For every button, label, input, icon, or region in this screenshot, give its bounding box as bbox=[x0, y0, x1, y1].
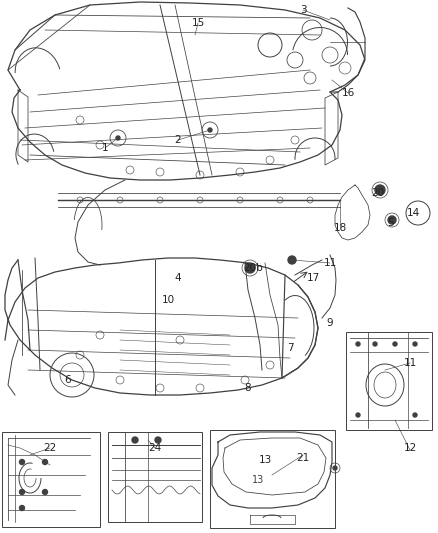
Circle shape bbox=[413, 342, 417, 346]
Text: 2: 2 bbox=[175, 135, 181, 145]
Circle shape bbox=[288, 256, 296, 264]
Text: 15: 15 bbox=[191, 18, 205, 28]
Circle shape bbox=[208, 128, 212, 132]
Circle shape bbox=[20, 489, 25, 495]
Text: 14: 14 bbox=[406, 208, 420, 218]
Circle shape bbox=[388, 216, 396, 224]
Circle shape bbox=[413, 413, 417, 417]
Text: 13: 13 bbox=[258, 455, 272, 465]
Circle shape bbox=[42, 459, 47, 464]
Text: 1: 1 bbox=[102, 143, 108, 153]
Circle shape bbox=[116, 136, 120, 140]
Text: 20: 20 bbox=[371, 188, 385, 198]
Circle shape bbox=[356, 413, 360, 417]
Text: 17: 17 bbox=[306, 273, 320, 283]
Circle shape bbox=[245, 263, 255, 273]
Circle shape bbox=[373, 342, 377, 346]
Text: 16: 16 bbox=[341, 88, 355, 98]
Text: 6: 6 bbox=[65, 375, 71, 385]
Circle shape bbox=[155, 437, 161, 443]
Circle shape bbox=[132, 437, 138, 443]
FancyBboxPatch shape bbox=[2, 432, 100, 527]
Circle shape bbox=[20, 505, 25, 511]
Text: 11: 11 bbox=[323, 258, 337, 268]
Text: 21: 21 bbox=[297, 453, 310, 463]
Text: 3: 3 bbox=[300, 5, 306, 15]
Text: 9: 9 bbox=[327, 318, 333, 328]
Text: 4: 4 bbox=[175, 273, 181, 283]
Text: 18: 18 bbox=[333, 223, 346, 233]
Text: 20b: 20b bbox=[243, 263, 263, 273]
Circle shape bbox=[20, 459, 25, 464]
Text: 13: 13 bbox=[252, 475, 264, 485]
Circle shape bbox=[42, 489, 47, 495]
Circle shape bbox=[356, 342, 360, 346]
Text: 10: 10 bbox=[162, 295, 175, 305]
FancyBboxPatch shape bbox=[108, 432, 202, 522]
Text: 8: 8 bbox=[245, 383, 251, 393]
Text: 22: 22 bbox=[43, 443, 57, 453]
FancyBboxPatch shape bbox=[210, 430, 335, 528]
FancyBboxPatch shape bbox=[346, 332, 432, 430]
Text: 11: 11 bbox=[403, 358, 417, 368]
Text: 5: 5 bbox=[387, 218, 393, 228]
Text: 7: 7 bbox=[287, 343, 293, 353]
Circle shape bbox=[375, 185, 385, 195]
Circle shape bbox=[333, 466, 337, 470]
Text: 12: 12 bbox=[403, 443, 417, 453]
Text: 24: 24 bbox=[148, 443, 162, 453]
Circle shape bbox=[393, 342, 397, 346]
